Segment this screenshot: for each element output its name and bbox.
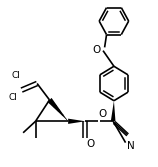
Polygon shape <box>111 101 115 121</box>
Text: Cl: Cl <box>8 93 17 102</box>
Text: O: O <box>92 45 101 55</box>
Polygon shape <box>68 119 85 124</box>
Polygon shape <box>47 98 68 121</box>
Text: Cl: Cl <box>11 71 20 80</box>
Text: O: O <box>87 139 95 149</box>
Text: N: N <box>127 141 135 151</box>
Text: O: O <box>98 109 107 119</box>
